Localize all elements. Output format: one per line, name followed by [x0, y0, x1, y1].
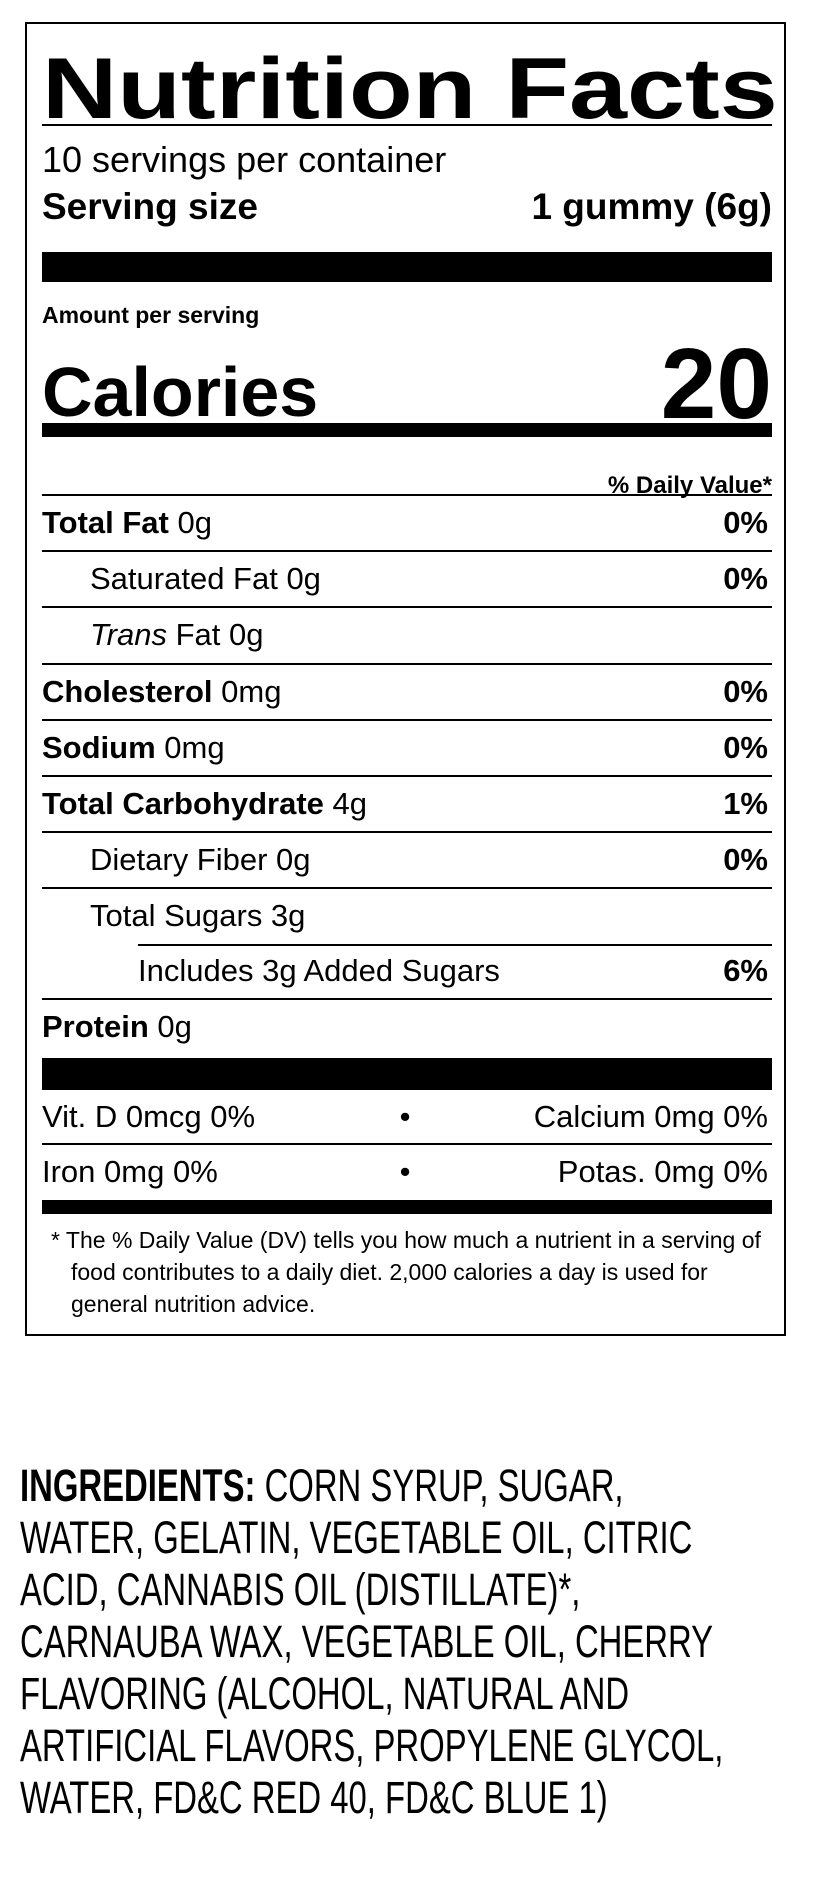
nutrient-row-total-fat: Total Fat 0g 0%	[42, 496, 772, 553]
ingredients-text: CORN SYRUP, SUGAR,	[255, 1460, 624, 1511]
servings-per-container: 10 servings per container	[42, 139, 447, 180]
calories-row: Calories 20	[42, 328, 772, 440]
thick-divider	[42, 1058, 772, 1090]
nutrient-dv: 6%	[723, 952, 768, 988]
nutrient-name: Includes 3g Added Sugars	[138, 952, 500, 988]
nutrient-list: Total Fat 0g 0% Saturated Fat 0g 0% Tran…	[42, 494, 772, 1054]
nutrient-dv: 0%	[723, 729, 768, 765]
panel-title: Nutrition Facts	[42, 41, 778, 137]
vitamin-list: Vit. D 0mcg 0% • Calcium 0mg 0% Iron 0mg…	[42, 1090, 772, 1198]
vitamin-right: Calcium 0mg 0%	[533, 1098, 768, 1134]
ingredients-heading: INGREDIENTS:	[20, 1460, 256, 1511]
ingredients-line: WATER, GELATIN, VEGETABLE OIL, CITRIC	[20, 1512, 693, 1563]
nutrient-dv: 0%	[723, 673, 768, 709]
serving-size-value: 1 gummy (6g)	[531, 186, 772, 227]
medium-divider	[42, 1200, 772, 1214]
bullet-separator: •	[399, 1153, 411, 1189]
ingredients-line: CARNAUBA WAX, VEGETABLE OIL, CHERRY	[20, 1616, 714, 1667]
medium-divider	[42, 423, 772, 437]
nutrient-amount: 0mg	[155, 729, 225, 765]
ingredients-line: WATER, FD&C RED 40, FD&C BLUE 1)	[20, 1772, 608, 1823]
ingredients: INGREDIENTS: CORN SYRUP, SUGAR, WATER, G…	[20, 1460, 757, 1824]
nutrient-amount: 0mg	[212, 673, 282, 709]
nutrition-facts-panel: Nutrition Facts 10 servings per containe…	[25, 22, 786, 1336]
nutrient-amount: 0g	[148, 1008, 192, 1044]
nutrient-row-total-sugars: Total Sugars 3g	[42, 889, 772, 946]
vitamin-right: Potas. 0mg 0%	[557, 1153, 768, 1189]
nutrient-row-total-carbohydrate: Total Carbohydrate 4g 1%	[42, 777, 772, 834]
nutrient-name: Total Carbohydrate	[42, 786, 324, 822]
bullet-separator: •	[399, 1098, 411, 1134]
nutrient-row-trans-fat: Trans Fat 0g	[42, 608, 772, 665]
ingredients-line: ARTIFICIAL FLAVORS, PROPYLENE GLYCOL,	[20, 1720, 724, 1771]
vitamin-row: Iron 0mg 0% • Potas. 0mg 0%	[42, 1145, 772, 1198]
nutrient-row-sodium: Sodium 0mg 0%	[42, 721, 772, 777]
nutrient-row-protein: Protein 0g	[42, 1000, 772, 1054]
nutrient-dv: 0%	[723, 561, 768, 597]
calories-label: Calories	[42, 353, 319, 431]
nutrient-name: Cholesterol	[42, 673, 213, 709]
nutrient-name: Total Sugars 3g	[90, 898, 306, 934]
nutrient-dv: 1%	[723, 786, 768, 822]
nutrient-name: Dietary Fiber 0g	[90, 842, 311, 878]
ingredients-line: INGREDIENTS: CORN SYRUP, SUGAR,	[20, 1460, 757, 1512]
nutrient-row-saturated-fat: Saturated Fat 0g 0%	[42, 552, 772, 609]
vitamin-left: Iron 0mg 0%	[42, 1153, 218, 1189]
nutrient-row-dietary-fiber: Dietary Fiber 0g 0%	[42, 833, 772, 890]
nutrient-name: Sodium	[42, 729, 156, 765]
thick-divider	[42, 252, 772, 282]
nutrient-name: Protein	[42, 1008, 149, 1044]
nutrient-amount: 4g	[323, 786, 368, 822]
serving-size: Serving size 1 gummy (6g)	[42, 188, 772, 225]
vitamin-left: Vit. D 0mcg 0%	[42, 1098, 256, 1134]
ingredients-line: FLAVORING (ALCOHOL, NATURAL AND	[20, 1668, 630, 1719]
nutrient-dv: 0%	[723, 505, 768, 541]
nutrient-name-italic: Trans	[90, 617, 167, 653]
nutrient-name: Fat 0g	[166, 617, 264, 653]
daily-value-footnote: * The % Daily Value (DV) tells you how m…	[51, 1227, 761, 1317]
divider	[42, 124, 772, 126]
nutrient-dv: 0%	[723, 842, 768, 878]
nutrient-row-cholesterol: Cholesterol 0mg 0%	[42, 665, 772, 721]
ingredients-line: ACID, CANNABIS OIL (DISTILLATE)*,	[20, 1564, 581, 1615]
nutrient-name: Total Fat	[42, 505, 169, 541]
serving-size-label: Serving size	[42, 186, 258, 227]
calories-value: 20	[660, 328, 772, 440]
nutrient-row-added-sugars: Includes 3g Added Sugars 6%	[42, 944, 772, 1000]
vitamin-row: Vit. D 0mcg 0% • Calcium 0mg 0%	[42, 1090, 772, 1145]
nutrient-name: Saturated Fat 0g	[90, 561, 321, 597]
nutrient-amount: 0g	[168, 505, 212, 541]
amount-per-serving: Amount per serving	[42, 302, 260, 328]
